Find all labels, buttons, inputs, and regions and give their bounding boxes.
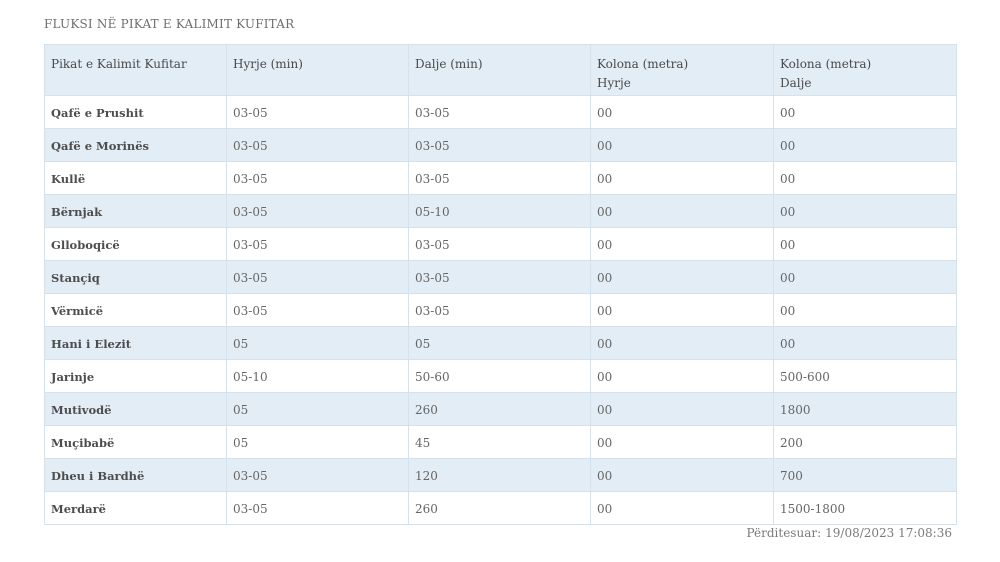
- queue-exit-cell: 00: [773, 128, 957, 162]
- table-row: Qafë e Morinës 03-05 03-05 00 00: [44, 128, 957, 162]
- queue-entry-cell: 00: [590, 491, 774, 525]
- crossing-name-cell: Vërmicë: [44, 293, 227, 327]
- queue-entry-cell: 00: [590, 227, 774, 261]
- entry-minutes-cell: 03-05: [226, 227, 409, 261]
- exit-minutes-cell: 03-05: [408, 128, 591, 162]
- queue-exit-cell: 00: [773, 326, 957, 360]
- crossing-name-cell: Kullë: [44, 161, 227, 195]
- queue-exit-cell: 1500-1800: [773, 491, 957, 525]
- crossing-name-cell: Mutivodë: [44, 392, 227, 426]
- entry-minutes-cell: 05: [226, 392, 409, 426]
- queue-entry-cell: 00: [590, 95, 774, 129]
- entry-minutes-cell: 05-10: [226, 359, 409, 393]
- header-label: Pikat e Kalimit Kufitar: [51, 57, 187, 71]
- entry-minutes-cell: 05: [226, 425, 409, 459]
- crossing-name-cell: Hani i Elezit: [44, 326, 227, 360]
- entry-minutes-cell: 03-05: [226, 194, 409, 228]
- header-exit-minutes: Dalje (min): [408, 44, 591, 96]
- header-queue-exit: Kolona (metra) Dalje: [773, 44, 957, 96]
- header-label: Dalje (min): [415, 57, 483, 71]
- queue-exit-cell: 00: [773, 227, 957, 261]
- queue-entry-cell: 00: [590, 359, 774, 393]
- exit-minutes-cell: 03-05: [408, 95, 591, 129]
- entry-minutes-cell: 03-05: [226, 293, 409, 327]
- exit-minutes-cell: 50-60: [408, 359, 591, 393]
- queue-entry-cell: 00: [590, 293, 774, 327]
- table-row: Jarinje 05-10 50-60 00 500-600: [44, 359, 957, 393]
- queue-entry-cell: 00: [590, 161, 774, 195]
- exit-minutes-cell: 45: [408, 425, 591, 459]
- header-crossing-point: Pikat e Kalimit Kufitar: [44, 44, 227, 96]
- crossing-name-cell: Bërnjak: [44, 194, 227, 228]
- exit-minutes-cell: 03-05: [408, 227, 591, 261]
- crossing-name-cell: Qafë e Prushit: [44, 95, 227, 129]
- header-entry-minutes: Hyrje (min): [226, 44, 409, 96]
- page-title: FLUKSI NË PIKAT E KALIMIT KUFITAR: [44, 17, 295, 31]
- queue-exit-cell: 00: [773, 293, 957, 327]
- table-row: Dheu i Bardhë 03-05 120 00 700: [44, 458, 957, 492]
- header-sublabel: Hyrje: [597, 76, 631, 90]
- queue-exit-cell: 1800: [773, 392, 957, 426]
- table-body: Qafë e Prushit 03-05 03-05 00 00 Qafë e Morin…: [44, 95, 957, 525]
- header-row: Pikat e Kalimit Kufitar Hyrje (min) Dalj…: [44, 44, 957, 96]
- crossing-name-cell: Merdarë: [44, 491, 227, 525]
- table-row: Glloboqicë 03-05 03-05 00 00: [44, 227, 957, 261]
- header-label: Kolona (metra): [597, 57, 689, 71]
- crossing-name-cell: Glloboqicë: [44, 227, 227, 261]
- last-updated: Përditesuar: 19/08/2023 17:08:36: [746, 526, 952, 540]
- queue-exit-cell: 500-600: [773, 359, 957, 393]
- entry-minutes-cell: 03-05: [226, 128, 409, 162]
- exit-minutes-cell: 260: [408, 392, 591, 426]
- queue-exit-cell: 00: [773, 260, 957, 294]
- exit-minutes-cell: 05-10: [408, 194, 591, 228]
- queue-exit-cell: 00: [773, 95, 957, 129]
- entry-minutes-cell: 03-05: [226, 491, 409, 525]
- table-row: Qafë e Prushit 03-05 03-05 00 00: [44, 95, 957, 129]
- entry-minutes-cell: 03-05: [226, 260, 409, 294]
- queue-entry-cell: 00: [590, 194, 774, 228]
- queue-exit-cell: 700: [773, 458, 957, 492]
- last-updated-timestamp: 19/08/2023 17:08:36: [825, 526, 952, 540]
- crossing-name-cell: Jarinje: [44, 359, 227, 393]
- last-updated-label: Përditesuar:: [746, 526, 822, 540]
- header-label: Kolona (metra): [780, 57, 872, 71]
- exit-minutes-cell: 03-05: [408, 260, 591, 294]
- crossing-name-cell: Qafë e Morinës: [44, 128, 227, 162]
- queue-entry-cell: 00: [590, 392, 774, 426]
- table-row: Kullë 03-05 03-05 00 00: [44, 161, 957, 195]
- crossing-name-cell: Dheu i Bardhë: [44, 458, 227, 492]
- exit-minutes-cell: 120: [408, 458, 591, 492]
- queue-exit-cell: 200: [773, 425, 957, 459]
- entry-minutes-cell: 03-05: [226, 95, 409, 129]
- exit-minutes-cell: 03-05: [408, 161, 591, 195]
- queue-entry-cell: 00: [590, 458, 774, 492]
- table-row: Vërmicë 03-05 03-05 00 00: [44, 293, 957, 327]
- header-label: Hyrje (min): [233, 57, 303, 71]
- queue-entry-cell: 00: [590, 128, 774, 162]
- border-crossing-table: Pikat e Kalimit Kufitar Hyrje (min) Dalj…: [44, 44, 957, 525]
- header-queue-entry: Kolona (metra) Hyrje: [590, 44, 774, 96]
- table-row: Merdarë 03-05 260 00 1500-1800: [44, 491, 957, 525]
- table-row: Mutivodë 05 260 00 1800: [44, 392, 957, 426]
- entry-minutes-cell: 03-05: [226, 458, 409, 492]
- table-row: Bërnjak 03-05 05-10 00 00: [44, 194, 957, 228]
- queue-entry-cell: 00: [590, 260, 774, 294]
- table-header: Pikat e Kalimit Kufitar Hyrje (min) Dalj…: [44, 44, 957, 96]
- table-row: Stançiq 03-05 03-05 00 00: [44, 260, 957, 294]
- exit-minutes-cell: 260: [408, 491, 591, 525]
- table-row: Muçibabë 05 45 00 200: [44, 425, 957, 459]
- entry-minutes-cell: 03-05: [226, 161, 409, 195]
- exit-minutes-cell: 03-05: [408, 293, 591, 327]
- table-row: Hani i Elezit 05 05 00 00: [44, 326, 957, 360]
- header-sublabel: Dalje: [780, 76, 812, 90]
- crossing-name-cell: Muçibabë: [44, 425, 227, 459]
- queue-entry-cell: 00: [590, 326, 774, 360]
- queue-exit-cell: 00: [773, 161, 957, 195]
- queue-entry-cell: 00: [590, 425, 774, 459]
- exit-minutes-cell: 05: [408, 326, 591, 360]
- crossing-name-cell: Stançiq: [44, 260, 227, 294]
- entry-minutes-cell: 05: [226, 326, 409, 360]
- queue-exit-cell: 00: [773, 194, 957, 228]
